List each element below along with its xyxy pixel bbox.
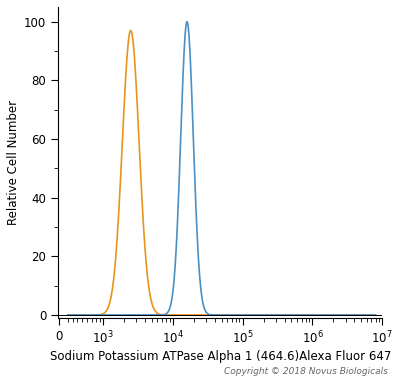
Text: Copyright © 2018 Novus Biologicals: Copyright © 2018 Novus Biologicals bbox=[224, 367, 388, 376]
Y-axis label: Relative Cell Number: Relative Cell Number bbox=[7, 100, 20, 225]
X-axis label: Sodium Potassium ATPase Alpha 1 (464.6)Alexa Fluor 647: Sodium Potassium ATPase Alpha 1 (464.6)A… bbox=[50, 350, 391, 364]
